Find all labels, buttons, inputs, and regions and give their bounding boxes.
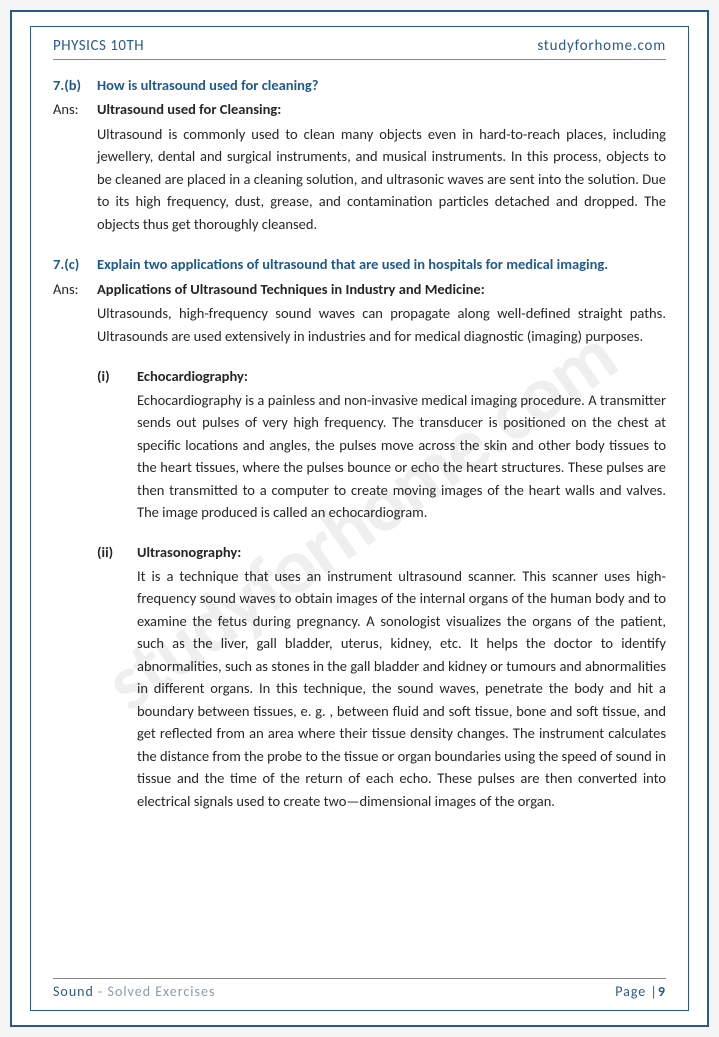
footer-page: Page |9 <box>615 983 666 1000</box>
page-footer: Sound - Solved Exercises Page |9 <box>53 978 666 1000</box>
sub-item: (ii) Ultrasonography: It is a technique … <box>97 541 666 812</box>
answer-row: Ans: Applications of Ultrasound Techniqu… <box>53 278 666 300</box>
footer-separator: - <box>94 983 108 1000</box>
answer-body: Ultrasound is commonly used to clean man… <box>97 123 666 235</box>
sub-item-number: (ii) <box>97 541 137 812</box>
footer-chapter-name: Sound <box>53 983 94 1000</box>
footer-page-number: 9 <box>658 983 666 1000</box>
footer-page-label: Page | <box>615 983 658 1000</box>
answer-heading: Applications of Ultrasound Techniques in… <box>97 278 485 300</box>
page-content: 7.(b) How is ultrasound used for cleanin… <box>53 74 666 978</box>
sub-item: (i) Echocardiography: Echocardiography i… <box>97 365 666 523</box>
sub-item-body: Echocardiography: Echocardiography is a … <box>137 365 666 523</box>
question-number: 7.(c) <box>53 253 97 275</box>
question-text: How is ultrasound used for cleaning? <box>97 74 319 96</box>
answer-label: Ans: <box>53 278 97 300</box>
footer-chapter: Sound - Solved Exercises <box>53 983 215 1000</box>
header-site: studyforhome.com <box>537 37 666 55</box>
answer-row: Ans: Ultrasound used for Cleansing: <box>53 98 666 120</box>
sub-item-text: Echocardiography is a painless and non-i… <box>137 389 666 524</box>
question-row: 7.(b) How is ultrasound used for cleanin… <box>53 74 666 96</box>
sub-item-title: Echocardiography: <box>137 365 666 387</box>
answer-body: Ultrasounds, high-frequency sound waves … <box>97 302 666 347</box>
page-inner: studyforhome.com PHYSICS 10TH studyforho… <box>30 26 689 1011</box>
sub-item-title: Ultrasonography: <box>137 541 666 563</box>
sub-item-body: Ultrasonography: It is a technique that … <box>137 541 666 812</box>
question-row: 7.(c) Explain two applications of ultras… <box>53 253 666 275</box>
answer-label: Ans: <box>53 98 97 120</box>
page-header: PHYSICS 10TH studyforhome.com <box>53 37 666 60</box>
sub-list: (i) Echocardiography: Echocardiography i… <box>97 365 666 812</box>
sub-item-number: (i) <box>97 365 137 523</box>
answer-heading: Ultrasound used for Cleansing: <box>97 98 281 120</box>
sub-item-text: It is a technique that uses an instrumen… <box>137 565 666 812</box>
footer-subtitle: Solved Exercises <box>108 983 216 1000</box>
header-subject: PHYSICS 10TH <box>53 37 144 55</box>
page-outer: studyforhome.com PHYSICS 10TH studyforho… <box>10 10 709 1027</box>
question-number: 7.(b) <box>53 74 97 96</box>
question-text: Explain two applications of ultrasound t… <box>97 253 608 275</box>
